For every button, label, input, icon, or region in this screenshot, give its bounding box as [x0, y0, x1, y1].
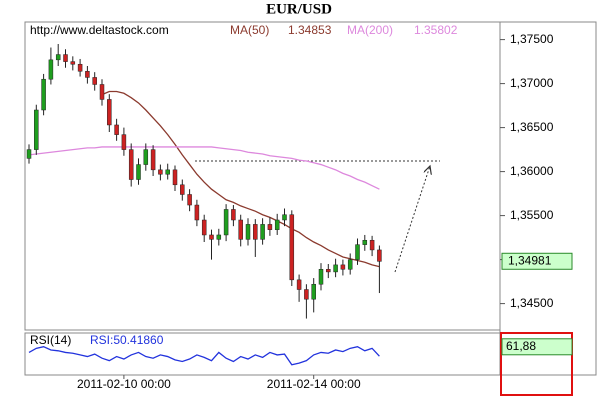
candle-body — [340, 264, 346, 270]
legend-ma50-value: 1.34853 — [288, 23, 332, 37]
candle-body — [326, 269, 331, 273]
chart-title: EUR/USD — [266, 1, 332, 17]
candle-body — [362, 239, 368, 245]
candle-body — [311, 283, 316, 300]
legend-ma200-value: 1.35802 — [414, 23, 458, 37]
candle-body — [267, 224, 273, 230]
candle-body — [48, 59, 54, 80]
y-tick-label: 1,35500 — [510, 208, 554, 222]
axis-panel — [499, 21, 597, 376]
candle-body — [231, 209, 236, 221]
candle-body — [158, 169, 163, 175]
candle-body — [136, 164, 141, 180]
candle-body — [274, 219, 280, 230]
candle-body — [194, 204, 200, 221]
candle-body — [99, 84, 105, 100]
candle-body — [128, 149, 134, 180]
candle-body — [143, 149, 149, 165]
y-tick-label: 1,34500 — [510, 296, 554, 310]
candle-body — [41, 78, 46, 111]
candle-body — [55, 54, 61, 61]
x-tick-label: 2011-02-14 00:00 — [267, 377, 361, 391]
candle-body — [70, 61, 76, 65]
candle-body — [26, 149, 32, 159]
y-tick-label: 1,36500 — [510, 120, 554, 134]
candle-body — [121, 134, 127, 150]
candle-body — [238, 219, 243, 240]
candle-body — [209, 234, 214, 240]
candle-body — [216, 234, 222, 240]
candle-body — [114, 124, 119, 135]
candle-body — [165, 169, 170, 175]
candle-body — [282, 214, 287, 221]
candle-body — [289, 214, 295, 281]
x-tick-label: 2011-02-10 00:00 — [77, 377, 171, 391]
candle-body — [187, 194, 192, 206]
rsi-name: RSI(14) — [30, 333, 71, 347]
candle-body — [107, 99, 112, 126]
y-tick-label: 1,37500 — [510, 32, 554, 46]
candle-body — [34, 109, 39, 150]
candle-body — [172, 169, 178, 186]
rsi-level-box — [501, 338, 573, 356]
candle-body — [318, 269, 324, 285]
candle-body — [77, 63, 83, 72]
candle-body — [180, 184, 185, 195]
candle-body — [253, 224, 258, 240]
ma-line — [101, 90, 380, 268]
candle-body — [201, 219, 207, 236]
candle-body — [333, 264, 338, 273]
ma-line — [28, 146, 380, 190]
y-tick-label: 1,36000 — [510, 164, 554, 178]
candle-body — [150, 149, 156, 171]
rsi-panel — [24, 332, 501, 376]
candle-body — [369, 239, 375, 251]
candle-body — [304, 289, 309, 300]
legend-ma50: MA(50) — [230, 23, 269, 37]
rsi-level-label: 61,88 — [506, 339, 536, 353]
legend-ma200: MA(200) — [347, 23, 393, 37]
rsi-line — [28, 345, 380, 366]
candle-body — [296, 279, 302, 290]
candle-body — [347, 259, 353, 270]
rsi-value: RSI:50.41860 — [90, 333, 164, 347]
last-price-label: 1,34981 — [508, 253, 552, 267]
source: http://www.deltastock.com — [30, 23, 169, 37]
candle-body — [223, 209, 229, 236]
price-panel — [24, 21, 501, 331]
candle-body — [92, 77, 97, 85]
arrow — [394, 166, 430, 273]
candle-body — [85, 71, 90, 78]
candle-body — [377, 249, 382, 262]
candle-body — [245, 224, 251, 240]
highlight-box — [500, 332, 573, 396]
last-price-box — [501, 252, 573, 270]
candle-body — [260, 224, 265, 240]
candle-body — [355, 244, 360, 260]
candle-body — [63, 54, 68, 62]
y-tick-label: 1,37000 — [510, 76, 554, 90]
